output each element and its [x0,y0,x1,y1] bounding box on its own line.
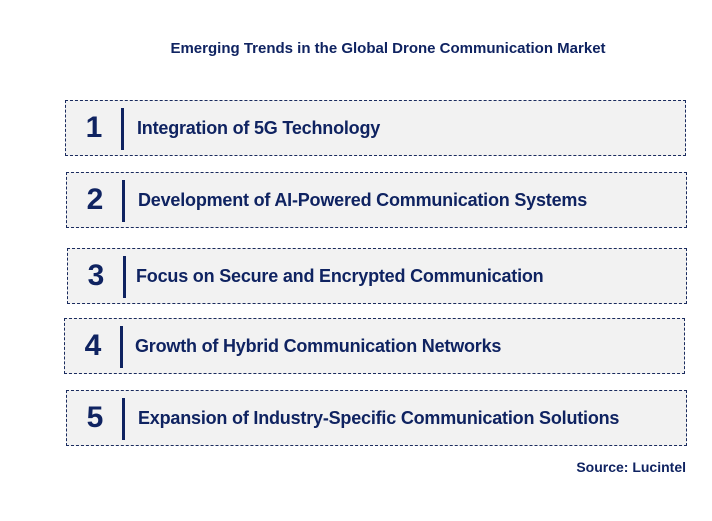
diagram-title: Emerging Trends in the Global Drone Comm… [170,40,606,57]
trend-number: 5 [86,401,104,434]
trend-item-5: 5 Expansion of Industry-Specific Communi… [66,390,687,446]
divider-bar [122,180,125,222]
trend-number: 4 [84,329,102,362]
divider-bar [121,108,124,150]
trend-number: 2 [86,183,104,216]
divider-bar [123,256,126,298]
trend-number: 1 [85,111,103,144]
divider-bar [120,326,123,368]
source-label: Source: Lucintel [576,459,686,475]
trend-item-1: 1 Integration of 5G Technology [65,100,686,156]
trend-label: Integration of 5G Technology [137,117,381,138]
trend-label: Growth of Hybrid Communication Networks [135,335,502,356]
trend-item-2: 2 Development of AI-Powered Communicatio… [66,172,687,228]
trend-number: 3 [87,259,105,292]
divider-bar [122,398,125,440]
trend-label: Expansion of Industry-Specific Communica… [138,407,620,428]
trend-label: Focus on Secure and Encrypted Communicat… [136,265,544,286]
trend-label: Development of AI-Powered Communication … [138,189,588,210]
trend-item-4: 4 Growth of Hybrid Communication Network… [64,318,685,374]
trend-item-3: 3 Focus on Secure and Encrypted Communic… [67,248,687,304]
